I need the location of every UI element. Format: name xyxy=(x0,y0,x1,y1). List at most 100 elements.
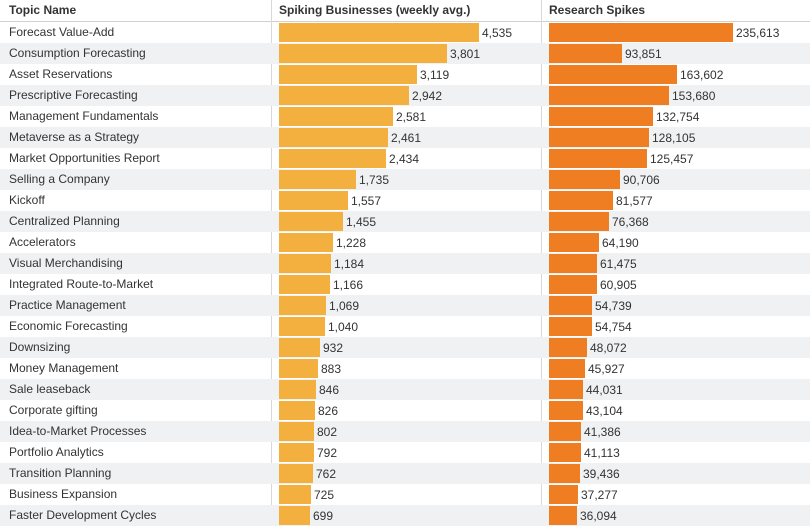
research-bar[interactable] xyxy=(549,233,599,252)
table-row[interactable]: Money Management 883 45,927 xyxy=(0,358,810,379)
research-bar[interactable] xyxy=(549,128,649,147)
businesses-bar[interactable] xyxy=(279,443,314,462)
table-row[interactable]: Idea-to-Market Processes 802 41,386 xyxy=(0,421,810,442)
research-bar[interactable] xyxy=(549,170,620,189)
businesses-value-label: 3,801 xyxy=(450,47,481,61)
businesses-bar[interactable] xyxy=(279,212,343,231)
column-header-research[interactable]: Research Spikes xyxy=(549,3,646,17)
topic-name: Corporate gifting xyxy=(9,403,98,417)
topic-name: Business Expansion xyxy=(9,487,118,501)
research-bar[interactable] xyxy=(549,212,609,231)
businesses-bar[interactable] xyxy=(279,422,314,441)
businesses-value-label: 932 xyxy=(323,341,344,355)
research-bar[interactable] xyxy=(549,191,613,210)
table-row[interactable]: Asset Reservations 3,119 163,602 xyxy=(0,64,810,85)
businesses-value-label: 826 xyxy=(318,404,339,418)
businesses-value-label: 1,228 xyxy=(336,236,367,250)
research-value-label: 41,113 xyxy=(584,446,620,460)
businesses-value-label: 846 xyxy=(319,383,340,397)
research-bar[interactable] xyxy=(549,380,583,399)
businesses-bar[interactable] xyxy=(279,233,333,252)
businesses-bar[interactable] xyxy=(279,65,417,84)
research-value-label: 153,680 xyxy=(672,89,716,103)
table-row[interactable]: Economic Forecasting 1,040 54,754 xyxy=(0,316,810,337)
businesses-bar[interactable] xyxy=(279,359,318,378)
research-bar[interactable] xyxy=(549,359,585,378)
table-row[interactable]: Forecast Value-Add 4,535 235,613 xyxy=(0,22,810,43)
table-row[interactable]: Portfolio Analytics 792 41,113 xyxy=(0,442,810,463)
research-bar[interactable] xyxy=(549,443,581,462)
research-bar[interactable] xyxy=(549,23,733,42)
research-bar[interactable] xyxy=(549,86,669,105)
businesses-bar[interactable] xyxy=(279,296,326,315)
column-header-businesses[interactable]: Spiking Businesses (weekly avg.) xyxy=(279,3,471,17)
research-bar[interactable] xyxy=(549,107,653,126)
businesses-bar[interactable] xyxy=(279,254,331,273)
table-row[interactable]: Centralized Planning 1,455 76,368 xyxy=(0,211,810,232)
businesses-bar[interactable] xyxy=(279,317,325,336)
table-row[interactable]: Accelerators 1,228 64,190 xyxy=(0,232,810,253)
table-row[interactable]: Practice Management 1,069 54,739 xyxy=(0,295,810,316)
businesses-bar[interactable] xyxy=(279,44,447,63)
table-row[interactable]: Transition Planning 762 39,436 xyxy=(0,463,810,484)
businesses-bar[interactable] xyxy=(279,380,316,399)
research-value-label: 54,754 xyxy=(595,320,632,334)
businesses-bar[interactable] xyxy=(279,170,356,189)
businesses-bar[interactable] xyxy=(279,275,330,294)
table-row[interactable]: Corporate gifting 826 43,104 xyxy=(0,400,810,421)
topic-name: Portfolio Analytics xyxy=(9,445,104,459)
businesses-bar[interactable] xyxy=(279,107,393,126)
research-value-label: 81,577 xyxy=(616,194,653,208)
topic-name: Centralized Planning xyxy=(9,214,120,228)
table-row[interactable]: Prescriptive Forecasting 2,942 153,680 xyxy=(0,85,810,106)
research-bar[interactable] xyxy=(549,317,592,336)
topic-name: Downsizing xyxy=(9,340,71,354)
research-bar[interactable] xyxy=(549,464,580,483)
research-value-label: 76,368 xyxy=(612,215,649,229)
businesses-value-label: 4,535 xyxy=(482,26,513,40)
table-row[interactable]: Visual Merchandising 1,184 61,475 xyxy=(0,253,810,274)
research-bar[interactable] xyxy=(549,65,677,84)
businesses-bar[interactable] xyxy=(279,149,386,168)
research-value-label: 64,190 xyxy=(602,236,639,250)
table-row[interactable]: Faster Development Cycles 699 36,094 xyxy=(0,505,810,526)
businesses-bar[interactable] xyxy=(279,401,315,420)
table-row[interactable]: Integrated Route-to-Market 1,166 60,905 xyxy=(0,274,810,295)
research-value-label: 60,905 xyxy=(600,278,637,292)
businesses-value-label: 1,166 xyxy=(333,278,364,292)
table-row[interactable]: Kickoff 1,557 81,577 xyxy=(0,190,810,211)
research-bar[interactable] xyxy=(549,44,622,63)
research-value-label: 128,105 xyxy=(652,131,696,145)
table-row[interactable]: Sale leaseback 846 44,031 xyxy=(0,379,810,400)
table-row[interactable]: Consumption Forecasting 3,801 93,851 xyxy=(0,43,810,64)
research-value-label: 54,739 xyxy=(595,299,632,313)
businesses-bar[interactable] xyxy=(279,128,388,147)
column-header-topic[interactable]: Topic Name xyxy=(9,3,77,17)
research-bar[interactable] xyxy=(549,254,597,273)
table-row[interactable]: Business Expansion 725 37,277 xyxy=(0,484,810,505)
table-row[interactable]: Selling a Company 1,735 90,706 xyxy=(0,169,810,190)
table-row[interactable]: Metaverse as a Strategy 2,461 128,105 xyxy=(0,127,810,148)
table-row[interactable]: Management Fundamentals 2,581 132,754 xyxy=(0,106,810,127)
businesses-bar[interactable] xyxy=(279,86,409,105)
research-bar[interactable] xyxy=(549,422,581,441)
table-row[interactable]: Downsizing 932 48,072 xyxy=(0,337,810,358)
businesses-bar[interactable] xyxy=(279,338,320,357)
research-bar[interactable] xyxy=(549,296,592,315)
table-row[interactable]: Market Opportunities Report 2,434 125,457 xyxy=(0,148,810,169)
businesses-bar[interactable] xyxy=(279,191,348,210)
businesses-bar[interactable] xyxy=(279,23,479,42)
research-bar[interactable] xyxy=(549,485,578,504)
businesses-bar[interactable] xyxy=(279,464,313,483)
research-bar[interactable] xyxy=(549,275,597,294)
table-header: Topic Name Spiking Businesses (weekly av… xyxy=(0,0,810,22)
research-value-label: 36,094 xyxy=(580,509,617,523)
businesses-value-label: 792 xyxy=(317,446,338,460)
research-bar[interactable] xyxy=(549,149,647,168)
research-bar[interactable] xyxy=(549,506,577,525)
research-bar[interactable] xyxy=(549,401,583,420)
businesses-bar[interactable] xyxy=(279,506,310,525)
research-value-label: 45,927 xyxy=(588,362,625,376)
businesses-bar[interactable] xyxy=(279,485,311,504)
research-bar[interactable] xyxy=(549,338,587,357)
